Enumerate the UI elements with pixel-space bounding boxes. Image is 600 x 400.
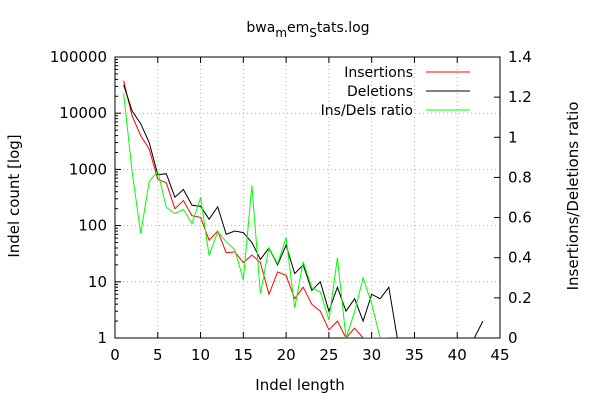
x-axis-label: Indel length bbox=[255, 376, 344, 394]
axes-layer bbox=[114, 56, 501, 339]
chart-title-part-d: S bbox=[309, 26, 317, 40]
y2-tick-label: 0 bbox=[508, 329, 518, 347]
y2-tick-label: 1 bbox=[508, 128, 518, 146]
chart-title-part-e: tats.log bbox=[317, 20, 370, 36]
series-layer bbox=[123, 80, 484, 338]
x-tick-label: 25 bbox=[319, 346, 338, 364]
x-tick-label: 40 bbox=[448, 346, 467, 364]
x-tick-label: 20 bbox=[277, 346, 296, 364]
legend-label-deletions: Deletions bbox=[347, 84, 413, 100]
chart-title-part-b: m bbox=[275, 26, 287, 40]
plot-border bbox=[114, 56, 501, 339]
y-tick-label: 100000 bbox=[50, 48, 107, 66]
chart-title: bwamemStats.log bbox=[246, 20, 369, 40]
ticks-layer: 0 5 10 15 20 25 30 35 40 451101001000100001000000… bbox=[50, 48, 532, 364]
y2-tick-label: 0.2 bbox=[508, 289, 532, 307]
y-axis-label: Indel count [log] bbox=[5, 134, 23, 257]
y-tick-label: 100 bbox=[78, 217, 107, 235]
series-line-deletions bbox=[123, 84, 484, 338]
chart-title-part-a: bwa bbox=[246, 20, 275, 36]
x-tick-label: 0 bbox=[110, 346, 120, 364]
y-tick-label: 1000 bbox=[69, 160, 107, 178]
legend-layer: Insertions Deletions Ins/Dels ratio bbox=[321, 65, 470, 119]
chart-title-part-c: em bbox=[287, 20, 309, 36]
y-tick-label: 10000 bbox=[59, 104, 107, 122]
y2-tick-label: 0.6 bbox=[508, 209, 532, 227]
y2-axis-label: Insertions/Deletions ratio bbox=[564, 102, 582, 291]
x-tick-label: 15 bbox=[234, 346, 253, 364]
y2-tick-label: 0.8 bbox=[508, 168, 532, 186]
x-tick-label: 5 bbox=[153, 346, 163, 364]
y2-tick-label: 0.4 bbox=[508, 249, 532, 267]
y-tick-label: 10 bbox=[88, 273, 107, 291]
x-tick-label: 45 bbox=[490, 346, 509, 364]
x-tick-label: 30 bbox=[362, 346, 381, 364]
legend-label-insertions: Insertions bbox=[344, 65, 413, 81]
legend-label-ins-dels-ratio: Ins/Dels ratio bbox=[321, 103, 413, 119]
x-tick-label: 35 bbox=[405, 346, 424, 364]
x-tick-label: 10 bbox=[191, 346, 210, 364]
grid-layer bbox=[115, 57, 500, 338]
y2-tick-label: 1.4 bbox=[508, 48, 532, 66]
series-line-insertions bbox=[123, 80, 389, 338]
series-line-ins-dels-ratio bbox=[123, 93, 381, 338]
y-tick-label: 1 bbox=[97, 329, 107, 347]
y2-tick-label: 1.2 bbox=[508, 88, 532, 106]
